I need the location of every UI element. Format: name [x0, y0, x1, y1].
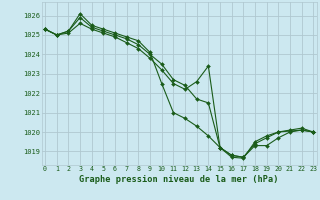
X-axis label: Graphe pression niveau de la mer (hPa): Graphe pression niveau de la mer (hPa)	[79, 175, 279, 184]
